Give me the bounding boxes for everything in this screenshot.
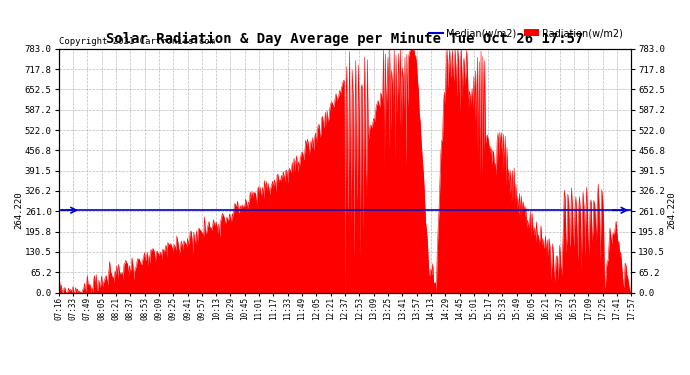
Legend: Median(w/m2), Radiation(w/m2): Median(w/m2), Radiation(w/m2) [425, 24, 627, 42]
Text: Copyright 2021 Cartronics.com: Copyright 2021 Cartronics.com [59, 38, 215, 46]
Text: 264.220: 264.220 [14, 191, 23, 229]
Text: 264.220: 264.220 [667, 191, 676, 229]
Title: Solar Radiation & Day Average per Minute Tue Oct 26 17:57: Solar Radiation & Day Average per Minute… [106, 32, 584, 46]
